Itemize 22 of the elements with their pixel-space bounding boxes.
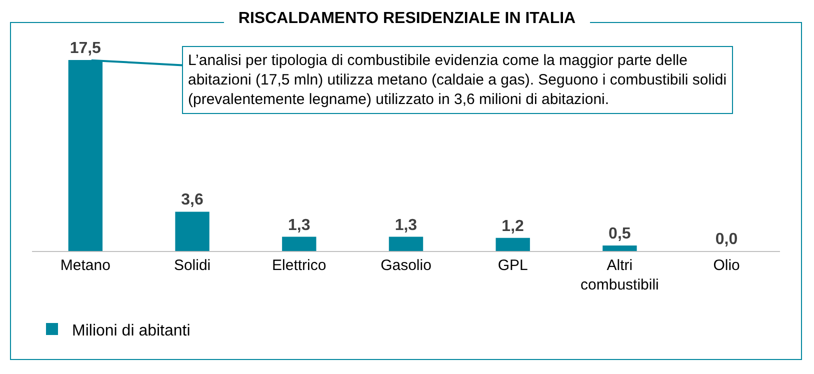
bar bbox=[496, 238, 530, 251]
x-tick-label: Olio bbox=[713, 257, 740, 274]
data-label: 1,3 bbox=[394, 216, 418, 234]
bar bbox=[282, 236, 316, 251]
x-tick-label: Metano bbox=[60, 257, 110, 274]
bar bbox=[175, 212, 210, 251]
x-tick-label: Solidi bbox=[174, 257, 211, 274]
legend-label: Milioni di abitanti bbox=[72, 322, 190, 340]
bar bbox=[388, 236, 424, 251]
x-tick-label: Elettrico bbox=[272, 257, 326, 274]
data-label: 17,5 bbox=[70, 40, 102, 57]
data-label: 0,5 bbox=[608, 226, 631, 243]
data-label: 3,6 bbox=[181, 192, 204, 209]
data-label: 1,2 bbox=[502, 218, 524, 235]
x-tick-label: GPL bbox=[498, 257, 528, 274]
x-tick-label: Gasolio bbox=[380, 257, 432, 274]
data-label: 0,0 bbox=[715, 231, 738, 248]
annotation: L’analisi per tipologia di combustibile evidenzia come la maggior parte delle abitazioni (17,5 mln) utilizza metano (caldaie a gas). Seguono i combustibili solidi (prevalentemente legname) utilizzato in 3,6 milioni di abitazioni. bbox=[188, 52, 727, 108]
data-label: 1,3 bbox=[288, 216, 310, 234]
x-tick-label: Altri combustibili bbox=[580, 257, 659, 294]
chart-title: RISCALDAMENTO RESIDENZIALE IN ITALIA bbox=[224, 10, 590, 27]
bar bbox=[602, 246, 637, 251]
